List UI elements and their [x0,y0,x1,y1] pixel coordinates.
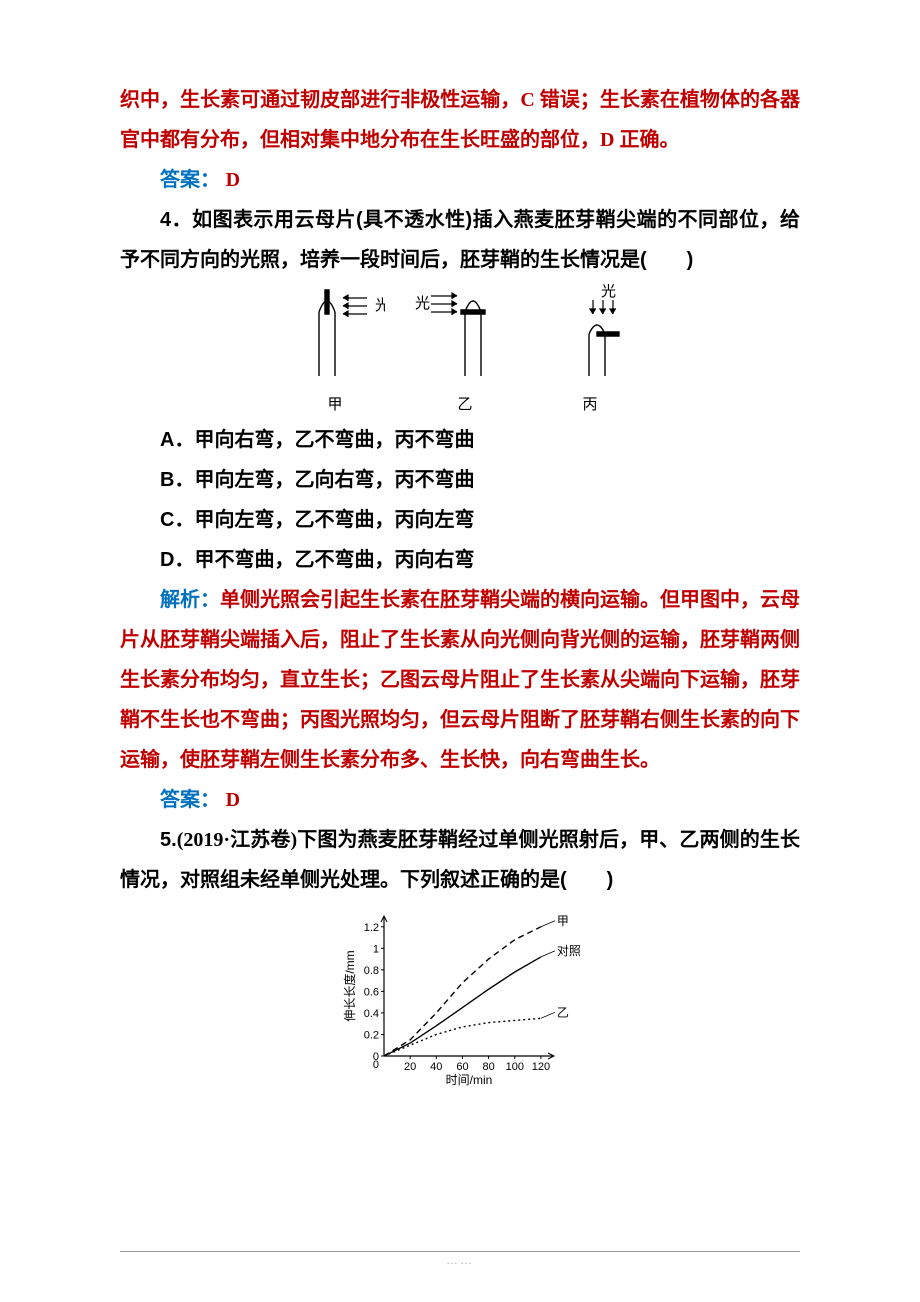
svg-text:时间/min: 时间/min [446,1073,493,1086]
light-label: 光 [601,284,616,300]
q5-prefix: 5. [160,829,177,851]
svg-text:对照: 对照 [557,944,580,958]
figure-4-yi: 光 乙 [415,284,515,420]
coleoptile-yi-svg: 光 [415,284,515,388]
figure-caption-yi: 乙 [457,390,472,420]
figure-4-row: 光 甲 [120,284,800,420]
svg-text:1: 1 [373,943,379,955]
q4-explanation: 解析：单侧光照会引起生长素在胚芽鞘尖端的横向运输。但甲图中，云母片从胚芽鞘尖端插… [120,580,800,780]
q4-option-d: D．甲不弯曲，乙不弯曲，丙向右弯 [120,540,800,580]
svg-text:120: 120 [532,1061,550,1073]
q5-source: (2019·江苏卷) [177,829,297,851]
explanation-label: 解析： [160,589,220,611]
svg-text:0.6: 0.6 [364,986,379,998]
svg-text:1.2: 1.2 [364,922,379,934]
svg-text:0: 0 [373,1059,379,1071]
answer-label: 答案： [160,169,220,191]
chart-5-wrap: 00.20.40.60.811.2204060801001200时间/min伸长… [120,906,800,1086]
svg-text:80: 80 [482,1061,494,1073]
coleoptile-jia-svg: 光 [285,284,385,388]
svg-text:40: 40 [430,1061,442,1073]
explanation-text: 单侧光照会引起生长素在胚芽鞘尖端的横向运输。但甲图中，云母片从胚芽鞘尖端插入后，… [120,589,800,771]
answer-label: 答案： [160,789,220,811]
footer-dots: …… [0,1248,920,1272]
q4-option-a: A．甲向右弯，乙不弯曲，丙不弯曲 [120,420,800,460]
coleoptile-bing-svg: 光 [545,284,635,388]
continued-explanation: 织中，生长素可通过韧皮部进行非极性运输，C 错误；生长素在植物体的各器官中都有分… [120,80,800,160]
svg-text:伸长长度/mm: 伸长长度/mm [342,950,357,1021]
svg-text:100: 100 [506,1061,524,1073]
svg-text:60: 60 [456,1061,468,1073]
page: 织中，生长素可通过韧皮部进行非极性运输，C 错误；生长素在植物体的各器官中都有分… [0,0,920,1302]
answer-4: 答案： D [120,780,800,820]
svg-text:20: 20 [404,1061,416,1073]
figure-caption-jia: 甲 [327,390,342,420]
svg-text:0.8: 0.8 [364,965,379,977]
question-4-stem: 4．如图表示用云母片(具不透水性)插入燕麦胚芽鞘尖端的不同部位，给予不同方向的光… [120,200,800,280]
figure-4-jia: 光 甲 [285,284,385,420]
figure-4-bing: 光 丙 [545,284,635,420]
answer-value: D [226,169,240,191]
answer-value: D [226,789,240,811]
svg-text:乙: 乙 [557,1005,569,1019]
light-label: 光 [415,295,430,312]
svg-text:甲: 甲 [557,914,569,928]
light-label: 光 [375,297,385,314]
q4-option-c: C．甲向左弯，乙不弯曲，丙向左弯 [120,500,800,540]
question-5-stem: 5.(2019·江苏卷)下图为燕麦胚芽鞘经过单侧光照射后，甲、乙两侧的生长情况，… [120,820,800,900]
svg-text:0.2: 0.2 [364,1029,379,1041]
svg-text:0.4: 0.4 [364,1008,379,1020]
growth-chart-svg: 00.20.40.60.811.2204060801001200时间/min伸长… [340,906,580,1086]
answer-3: 答案： D [120,160,800,200]
q4-option-b: B．甲向左弯，乙向右弯，丙不弯曲 [120,460,800,500]
figure-caption-bing: 丙 [582,390,597,420]
